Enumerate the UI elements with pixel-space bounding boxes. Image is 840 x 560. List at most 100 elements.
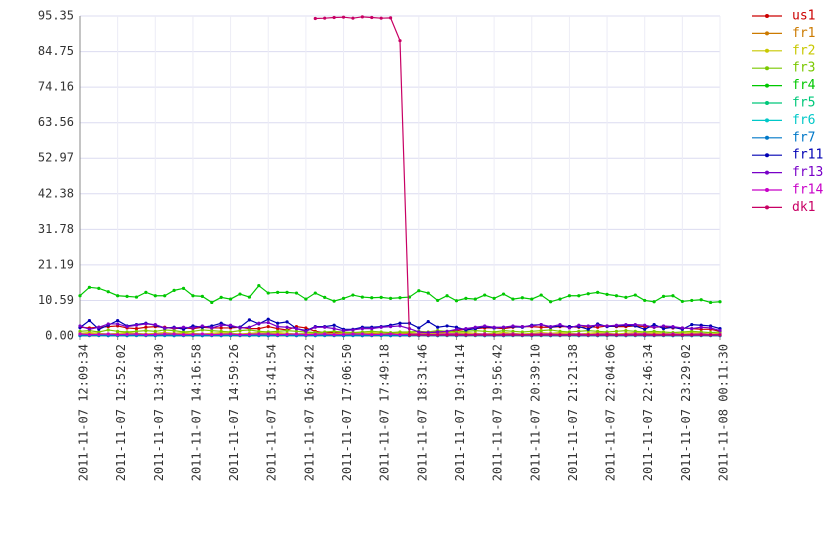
data-point	[304, 326, 308, 330]
data-point	[116, 329, 120, 333]
data-point	[445, 324, 449, 328]
data-point	[690, 333, 694, 337]
legend-label: fr6	[792, 113, 815, 128]
data-point	[445, 294, 449, 298]
data-point	[304, 333, 308, 337]
data-point	[652, 325, 656, 329]
data-point	[596, 333, 600, 337]
data-point	[671, 294, 675, 298]
data-point	[191, 329, 195, 333]
legend-marker	[765, 48, 769, 53]
data-point	[200, 324, 204, 328]
data-point	[332, 299, 336, 303]
data-point	[614, 323, 619, 327]
data-point	[586, 333, 590, 337]
data-point	[313, 291, 317, 295]
data-point	[464, 327, 468, 331]
data-point	[191, 326, 195, 330]
data-point	[577, 294, 581, 298]
data-point	[87, 327, 92, 331]
data-point	[661, 327, 666, 331]
x-tick-label: 2011-11-07 12:52:02	[114, 344, 128, 481]
data-point	[492, 325, 496, 329]
legend-label: fr13	[792, 165, 823, 180]
legend-label: fr11	[792, 148, 823, 163]
data-point	[323, 325, 327, 329]
data-point	[586, 292, 590, 296]
data-point	[586, 324, 590, 328]
data-point	[652, 329, 656, 333]
data-point	[680, 333, 684, 337]
data-point	[219, 323, 223, 327]
data-point	[341, 332, 346, 336]
data-point	[294, 332, 299, 336]
data-point	[370, 296, 374, 300]
data-point	[191, 294, 195, 298]
data-point	[332, 323, 336, 327]
data-point	[219, 332, 223, 336]
legend-marker	[765, 188, 769, 192]
data-point	[530, 333, 534, 337]
y-tick-label: 95.35	[38, 9, 74, 23]
data-point	[708, 333, 713, 337]
data-point	[539, 322, 543, 327]
data-point	[520, 296, 524, 300]
legend-marker	[765, 83, 769, 88]
data-point	[134, 323, 139, 327]
data-point	[633, 333, 637, 337]
data-point	[116, 318, 120, 323]
data-point	[643, 327, 647, 331]
data-point	[134, 327, 139, 331]
data-point	[454, 333, 459, 337]
data-point	[596, 290, 600, 294]
legend-marker	[765, 135, 769, 140]
data-point	[614, 329, 619, 333]
data-point	[294, 329, 299, 333]
data-point	[511, 324, 515, 328]
data-point	[341, 296, 346, 301]
data-point	[144, 329, 148, 333]
data-point	[228, 297, 233, 301]
legend-label: fr2	[792, 43, 815, 58]
data-point	[78, 329, 82, 333]
data-point	[388, 296, 393, 301]
data-point	[586, 327, 590, 331]
data-point	[360, 327, 364, 331]
legend-label: dk1	[792, 200, 815, 215]
data-point	[153, 294, 157, 298]
data-point	[388, 332, 393, 336]
data-point	[567, 333, 572, 337]
data-point	[708, 300, 713, 305]
x-tick-label: 2011-11-07 17:06:50	[340, 344, 354, 481]
data-point	[379, 332, 383, 336]
x-tick-label: 2011-11-07 19:56:42	[491, 344, 505, 481]
data-point	[172, 326, 176, 330]
y-tick-label: 63.56	[38, 115, 74, 129]
data-point	[87, 318, 92, 323]
data-point	[633, 329, 637, 333]
series-line	[315, 16, 720, 336]
data-point	[276, 321, 280, 325]
data-point	[125, 325, 129, 329]
data-point	[718, 329, 722, 333]
data-point	[238, 292, 242, 296]
data-point	[643, 333, 647, 337]
data-point	[78, 332, 82, 336]
x-tick-label: 2011-11-07 20:39:10	[528, 344, 542, 481]
data-point	[511, 329, 515, 333]
data-point	[633, 322, 637, 327]
data-point	[539, 329, 543, 333]
data-point	[181, 286, 186, 290]
data-point	[464, 296, 468, 301]
x-tick-label: 2011-11-07 19:14:14	[453, 344, 467, 481]
data-point	[501, 325, 506, 329]
data-point	[247, 328, 252, 332]
legend-marker	[765, 153, 769, 158]
data-point	[219, 295, 223, 300]
data-point	[548, 325, 553, 329]
data-point	[464, 333, 468, 337]
data-point	[257, 321, 261, 325]
data-point	[210, 329, 214, 333]
data-point	[266, 325, 270, 329]
